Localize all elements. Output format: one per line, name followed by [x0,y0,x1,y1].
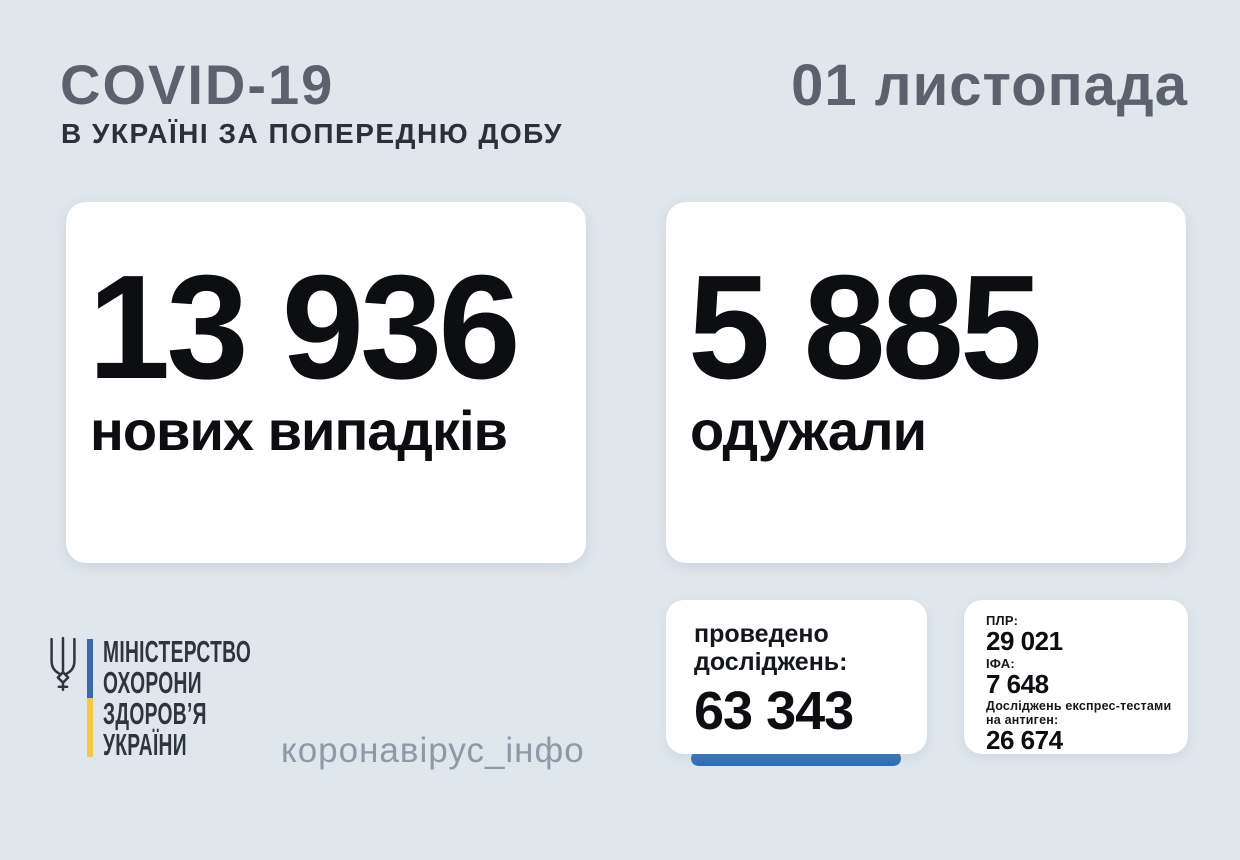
pcr-value: 29 021 [986,626,1063,656]
tests-total-value: 63 343 [694,681,854,741]
antigen-label: Досліджень експрес-тестами на антиген: [986,699,1172,727]
recovered-label: одужали [690,399,927,462]
ministry-line: УКРАЇНИ [103,727,187,762]
antigen-value: 26 674 [986,725,1063,755]
tests-total-card: проведено досліджень: 63 343 [666,600,927,766]
ministry-line: ОХОРОНИ [103,665,202,700]
flag-bar [87,639,93,757]
recovered-card: 5 885 одужали [666,202,1186,563]
watermark-text: коронавірус_інфо [281,731,585,770]
trident-icon [48,636,78,697]
pcr-label: ПЛР: [986,613,1019,628]
tests-breakdown-card: ПЛР: 29 021 ІФА: 7 648 Досліджень експре… [964,600,1188,754]
new-cases-label: нових випадків [90,399,508,462]
ministry-name: МІНІСТЕРСТВО ОХОРОНИ ЗДОРОВ’Я УКРАЇНИ [103,636,251,760]
elisa-label: ІФА: [986,656,1015,671]
report-date: 01 листопада [791,53,1188,118]
tests-total-label: проведено досліджень: [694,620,848,676]
page-subtitle: В УКРАЇНІ ЗА ПОПЕРЕДНЮ ДОБУ [61,118,563,149]
ministry-line: МІНІСТЕРСТВО [103,634,252,669]
new-cases-value: 13 936 [88,245,521,410]
page-title: COVID-19 [60,53,335,116]
new-cases-card: 13 936 нових випадків [66,202,586,563]
elisa-value: 7 648 [986,669,1049,699]
accent-bar [691,751,901,766]
ministry-line: ЗДОРОВ’Я [103,696,207,731]
recovered-value: 5 885 [688,245,1042,410]
